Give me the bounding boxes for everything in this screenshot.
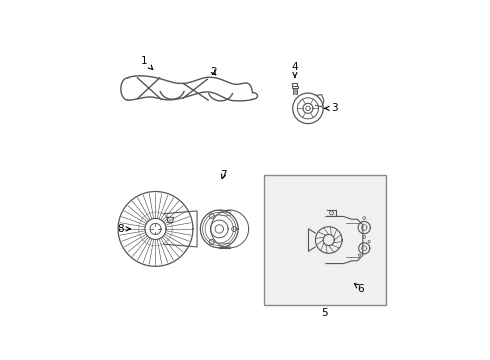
Bar: [293, 84, 297, 86]
Text: 4: 4: [292, 62, 298, 77]
Text: 8: 8: [117, 224, 130, 234]
Bar: [292, 86, 298, 88]
Text: 5: 5: [321, 309, 328, 319]
Text: 7: 7: [220, 170, 227, 180]
Text: 6: 6: [354, 284, 364, 293]
Text: 2: 2: [210, 67, 217, 77]
Text: 1: 1: [141, 56, 153, 69]
Text: 3: 3: [325, 103, 338, 113]
Bar: [264, 175, 386, 305]
